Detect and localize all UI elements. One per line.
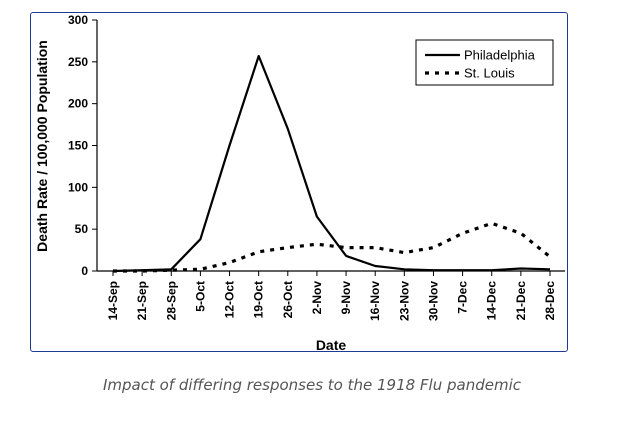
x-tick-label: 28-Dec [543, 281, 557, 321]
x-tick-label: 28-Sep [164, 281, 178, 320]
x-tick-label: 30-Nov [426, 281, 440, 321]
figure-caption: Impact of differing responses to the 191… [102, 376, 521, 394]
x-tick-label: 7-Dec [456, 281, 470, 314]
x-tick-label: 21-Sep [135, 281, 149, 320]
x-tick-label: 14-Dec [485, 281, 499, 321]
y-tick-label: 50 [75, 222, 89, 236]
x-tick-label: 23-Nov [397, 281, 411, 321]
series-lines [112, 54, 552, 273]
x-axis-ticks: 14-Sep 21-Sep 28-Sep 5-Oct 12-Oct 19-Oct 26-Oc… [106, 271, 557, 321]
series-line-philadelphia [112, 54, 551, 273]
y-tick-label: 0 [81, 264, 88, 278]
y-tick-label: 100 [68, 180, 88, 194]
x-tick-label: 21-Dec [514, 281, 528, 321]
x-tick-label: 26-Oct [281, 281, 295, 318]
x-tick-label: 12-Oct [223, 281, 237, 318]
x-tick-label: 19-Oct [252, 281, 266, 318]
y-axis-label: Death Rate / 100,000 Population [34, 40, 50, 252]
y-axis-ticks: 0 50 100 150 200 250 300 [68, 13, 97, 278]
y-tick-label: 150 [68, 139, 88, 153]
series-line-st-louis [113, 221, 552, 273]
legend-label: Philadelphia [464, 48, 536, 63]
x-tick-label: 14-Sep [106, 281, 120, 320]
x-tick-label: 5-Oct [193, 281, 207, 312]
y-tick-label: 200 [68, 97, 88, 111]
legend-box [415, 39, 554, 86]
y-tick-label: 250 [68, 55, 88, 69]
chart-legend: Philadelphia St. Louis [415, 39, 554, 86]
x-axis-label: Date [316, 337, 347, 353]
legend-label: St. Louis [464, 66, 515, 81]
y-tick-label: 300 [68, 13, 88, 27]
x-tick-label: 2-Nov [310, 281, 324, 315]
x-tick-label: 9-Nov [339, 281, 353, 315]
line-chart: 0 50 100 150 200 250 300 14-Sep 21-Sep 28-Sep 5-O… [34, 13, 565, 353]
x-tick-label: 16-Nov [368, 281, 382, 321]
